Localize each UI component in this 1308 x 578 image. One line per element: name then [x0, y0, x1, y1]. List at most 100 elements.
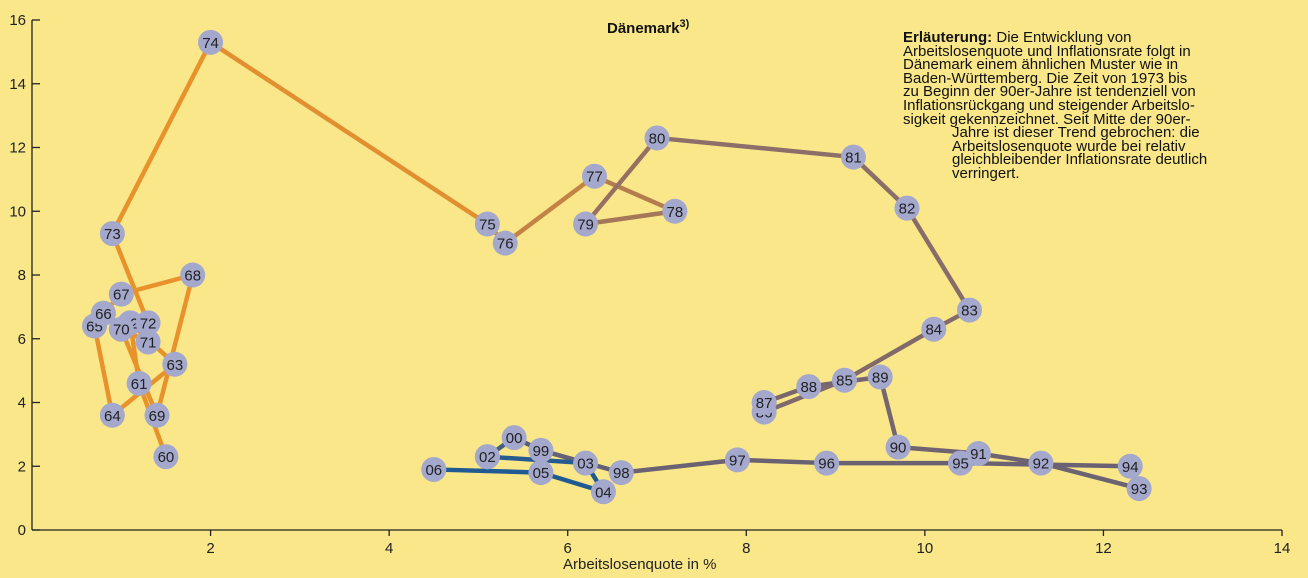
data-point-label: 87 [756, 395, 773, 412]
series-segment [735, 457, 829, 466]
data-point-label: 63 [167, 357, 184, 374]
data-point-label: 70 [113, 322, 130, 339]
explanation-line-8: Jahre ist dieser Trend gebrochen: die [952, 124, 1200, 142]
data-point-marker [894, 195, 920, 221]
data-point-label: 78 [667, 204, 684, 221]
y-tick-label: 4 [18, 395, 26, 412]
data-point-78: 78 [662, 198, 688, 224]
series-segment [208, 40, 490, 227]
data-point-label: 79 [577, 217, 594, 234]
data-point-73: 73 [99, 221, 125, 247]
explanation-line-5: zu Beginn der 90er-Jahre ist tendenziell… [903, 83, 1196, 101]
data-point-85: 85 [832, 367, 857, 393]
data-point-marker [1028, 450, 1054, 476]
data-point-marker [573, 211, 599, 237]
data-point-label: 99 [533, 443, 550, 460]
data-point-marker [153, 444, 179, 470]
data-point-60: 60 [153, 444, 179, 470]
data-point-label: 68 [184, 268, 201, 285]
data-point-label: 64 [104, 408, 121, 425]
data-point-marker [573, 450, 599, 476]
data-point-80: 80 [644, 125, 670, 151]
data-point-label: 61 [131, 376, 148, 393]
data-point-61: 61 [126, 370, 152, 396]
x-tick-label: 8 [742, 540, 750, 557]
data-point-label: 98 [613, 465, 630, 482]
data-point-marker [528, 460, 554, 486]
explanation-line-4: Baden-Württemberg. Die Zeit von 1973 bis [903, 69, 1188, 87]
explanation-line-text: Die Entwicklung von [996, 29, 1132, 46]
data-point-label: 95 [952, 456, 969, 473]
y-tick-label: 8 [18, 267, 26, 284]
data-point-marker [590, 479, 616, 505]
data-point-marker [948, 450, 974, 476]
chart-title-text: Dänemark [607, 20, 680, 37]
data-point-marker [751, 390, 777, 415]
y-tick-label: 14 [9, 76, 26, 93]
data-point-marker [1117, 453, 1143, 479]
data-point-02: 02 [474, 444, 500, 470]
data-point-75: 75 [474, 211, 500, 237]
data-point-label: 97 [729, 452, 746, 469]
data-point-label: 91 [970, 446, 987, 463]
explanation-line-6: Inflationsrückgang und steigender Arbeit… [903, 96, 1195, 114]
explanation-heading: Erläuterung: [903, 29, 993, 46]
series-segment [592, 173, 678, 214]
explanation-line-9: Arbeitslosenquote wurde bei relativ [952, 137, 1186, 155]
data-point-marker [582, 163, 607, 189]
series-segment [583, 209, 678, 227]
data-point-label: 02 [479, 449, 496, 466]
data-point-99: 99 [528, 437, 554, 463]
y-tick-label: 10 [9, 203, 26, 220]
data-point-marker [108, 281, 134, 307]
data-point-03: 03 [573, 450, 599, 476]
data-point-96: 96 [814, 450, 840, 476]
data-point-00: 00 [501, 425, 527, 451]
explanation-line-11: verringert. [952, 164, 1020, 182]
data-point-67: 67 [108, 281, 134, 307]
explanation-line-7: sigkeit gekennzeichnet. Seit Mitte der 9… [903, 110, 1191, 128]
data-point-95: 95 [948, 450, 974, 476]
series-segment [502, 173, 597, 246]
data-point-89: 89 [867, 364, 893, 390]
chart-title: Dänemark3) [607, 18, 689, 37]
data-point-label: 71 [140, 334, 157, 351]
data-point-93: 93 [1126, 476, 1152, 502]
data-point-marker [492, 230, 518, 256]
data-point-marker [421, 456, 447, 482]
y-tick-label: 12 [9, 140, 26, 157]
data-point-marker [126, 370, 152, 396]
x-tick-label: 6 [564, 540, 572, 557]
data-point-label: 72 [140, 315, 157, 332]
x-tick-label: 12 [1095, 540, 1112, 557]
series-points: 6061626364656667686970717273747576777879… [82, 29, 1152, 505]
data-point-70: 70 [108, 316, 134, 342]
data-point-84: 84 [921, 316, 947, 342]
data-point-marker [108, 316, 134, 342]
data-point-marker [957, 297, 982, 323]
y-tick-label: 0 [18, 522, 26, 539]
y-tick-label: 6 [18, 331, 26, 348]
series-segment [110, 231, 151, 326]
data-point-marker [528, 437, 554, 463]
x-tick-label: 10 [917, 540, 934, 557]
data-point-72: 72 [135, 310, 161, 336]
data-point-77: 77 [582, 163, 607, 189]
data-point-94: 94 [1117, 453, 1143, 479]
data-point-88: 88 [796, 374, 822, 400]
explanation-line-3: Dänemark einem ähnlichen Muster wie in [903, 56, 1179, 74]
data-point-label: 96 [818, 456, 835, 473]
series-segment [431, 467, 544, 475]
data-point-04: 04 [590, 479, 616, 505]
series-segment [154, 272, 195, 418]
data-point-label: 80 [649, 130, 666, 147]
data-point-64: 64 [99, 402, 125, 428]
data-point-marker [501, 425, 527, 451]
data-point-90: 90 [885, 434, 911, 460]
series-segment [110, 40, 213, 236]
data-point-63: 63 [162, 351, 188, 377]
data-point-label: 82 [899, 201, 916, 218]
data-point-marker [840, 144, 866, 170]
data-point-69: 69 [144, 402, 170, 428]
